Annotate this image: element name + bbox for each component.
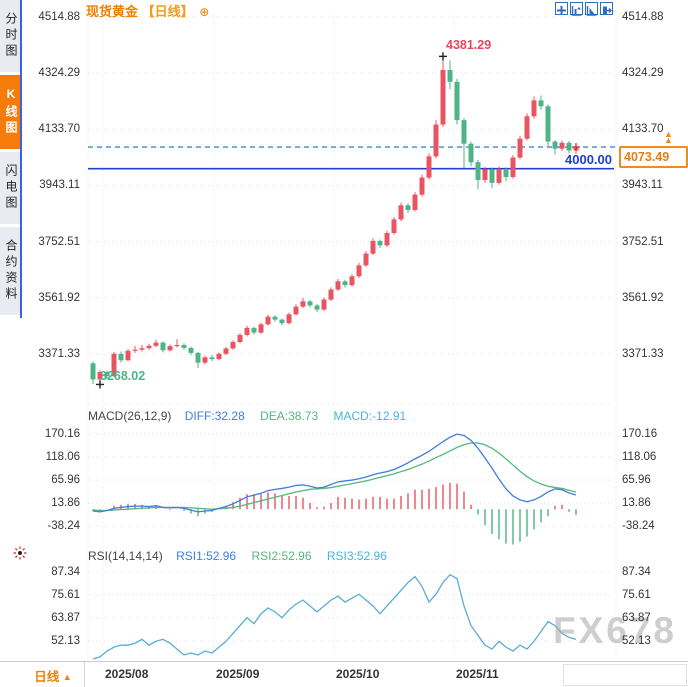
axis-tick-label: 4133.70 [38, 123, 80, 136]
symbol-name: 现货黄金 [86, 4, 139, 19]
axis-tick-label: 87.34 [51, 566, 80, 579]
low-price-label: 3268.02 [100, 369, 146, 383]
chevron-up-icon: ▲ [62, 672, 72, 682]
date-label: 2025/09 [216, 667, 260, 681]
axis-tick-label: 87.34 [622, 566, 651, 579]
axis-tick-label: 75.61 [51, 589, 80, 601]
time-axis-bar: 日线 ▲ 2025/08 2025/09 2025/10 2025/11 [0, 661, 688, 687]
axis-tick-label: 4324.29 [38, 67, 80, 80]
axis-tick-label: 3943.11 [622, 179, 663, 192]
axis-tick-label: 3371.33 [38, 348, 80, 360]
axis-tick-label: 118.06 [622, 451, 657, 464]
date-label: 2025/08 [105, 667, 149, 681]
axis-pan-icon[interactable] [585, 2, 598, 16]
axis-tick-label: 170.16 [622, 428, 658, 441]
sidebar-tab-contract-info[interactable]: 合约资料 [0, 227, 20, 315]
axis-tick-label: 75.61 [622, 589, 651, 601]
axis-scale-icon[interactable] [570, 2, 583, 16]
axis-tick-label: -38.24 [47, 520, 80, 533]
axis-tick-label: 118.06 [45, 451, 80, 464]
rsi1-value: RSI1:52.96 [176, 549, 237, 563]
rsi3-value: RSI3:52.96 [326, 549, 387, 563]
axis-tick-label: 4514.88 [38, 11, 80, 23]
date-label: 2025/10 [336, 667, 380, 681]
axis-tick-label: 3561.92 [622, 291, 664, 304]
chart-title: 现货黄金 【日线】 ⊕ [86, 1, 209, 20]
chart-toolbar [555, 2, 613, 16]
axis-tick-label: 3561.92 [38, 291, 80, 304]
date-label: 2025/11 [456, 667, 499, 681]
axis-tick-label: 13.86 [51, 497, 80, 510]
axis-tick-label: 3752.51 [38, 235, 80, 248]
macd-dea-value: DEA:38.73 [260, 409, 319, 423]
add-circle-icon[interactable]: ⊕ [199, 5, 210, 19]
sidebar-tab-lightning[interactable]: 闪电图 [0, 152, 20, 224]
high-price-label: 4381.29 [446, 38, 492, 52]
support-line-label: 4000.00 [565, 152, 612, 167]
axis-tick-label: 3371.33 [622, 348, 664, 360]
period-selector[interactable]: 日线 ▲ [24, 666, 82, 685]
sidebar-tab-kline[interactable]: K线图 [0, 75, 20, 149]
macd-title: MACD(26,12,9) [88, 409, 172, 423]
axis-tick-label: -38.24 [622, 520, 655, 533]
alarm-icon[interactable] [13, 546, 27, 565]
rsi-title: RSI(14,14,14) [88, 549, 163, 563]
axis-tick-label: 63.87 [622, 612, 651, 624]
axis-tick-label: 4324.29 [622, 67, 664, 80]
axis-tick-label: 4133.70 [622, 123, 664, 136]
axis-tick-label: 65.96 [51, 474, 80, 487]
crosshair-icon[interactable] [555, 2, 568, 15]
axis-tick-label: 3752.51 [622, 235, 664, 248]
rsi2-value: RSI2:52.96 [251, 549, 312, 563]
h-scrollbar[interactable] [563, 664, 687, 686]
period-tag: 【日线】 [141, 4, 194, 19]
axis-tick-label: 4514.88 [622, 11, 664, 23]
axis-tick-label: 170.16 [44, 428, 80, 441]
sidebar: 分时图 K线图 闪电图 合约资料 [0, 0, 22, 318]
footer-divider [84, 662, 85, 687]
sidebar-tab-timeshare[interactable]: 分时图 [0, 0, 20, 72]
macd-header: MACD(26,12,9) DIFF:32.28 DEA:38.73 MACD:… [88, 409, 406, 423]
period-selector-label: 日线 [34, 670, 60, 684]
price-up-arrow-icon: ▲ ▲ [664, 129, 673, 145]
rsi-header: RSI(14,14,14) RSI1:52.96 RSI2:52.96 RSI3… [88, 549, 387, 563]
axis-tick-label: 52.13 [51, 635, 80, 647]
axis-tick-label: 63.87 [51, 612, 80, 624]
watermark: FX678 [553, 610, 678, 651]
axis-tick-label: 52.13 [622, 635, 651, 647]
exit-icon[interactable] [600, 2, 613, 15]
macd-macd-value: MACD:-12.91 [333, 409, 407, 423]
last-price-badge: 4073.49 [619, 146, 688, 168]
axis-tick-label: 65.96 [622, 474, 651, 487]
axis-tick-label: 13.86 [622, 497, 651, 510]
macd-diff-value: DIFF:32.28 [184, 409, 245, 423]
axis-tick-label: 3943.11 [39, 179, 80, 192]
